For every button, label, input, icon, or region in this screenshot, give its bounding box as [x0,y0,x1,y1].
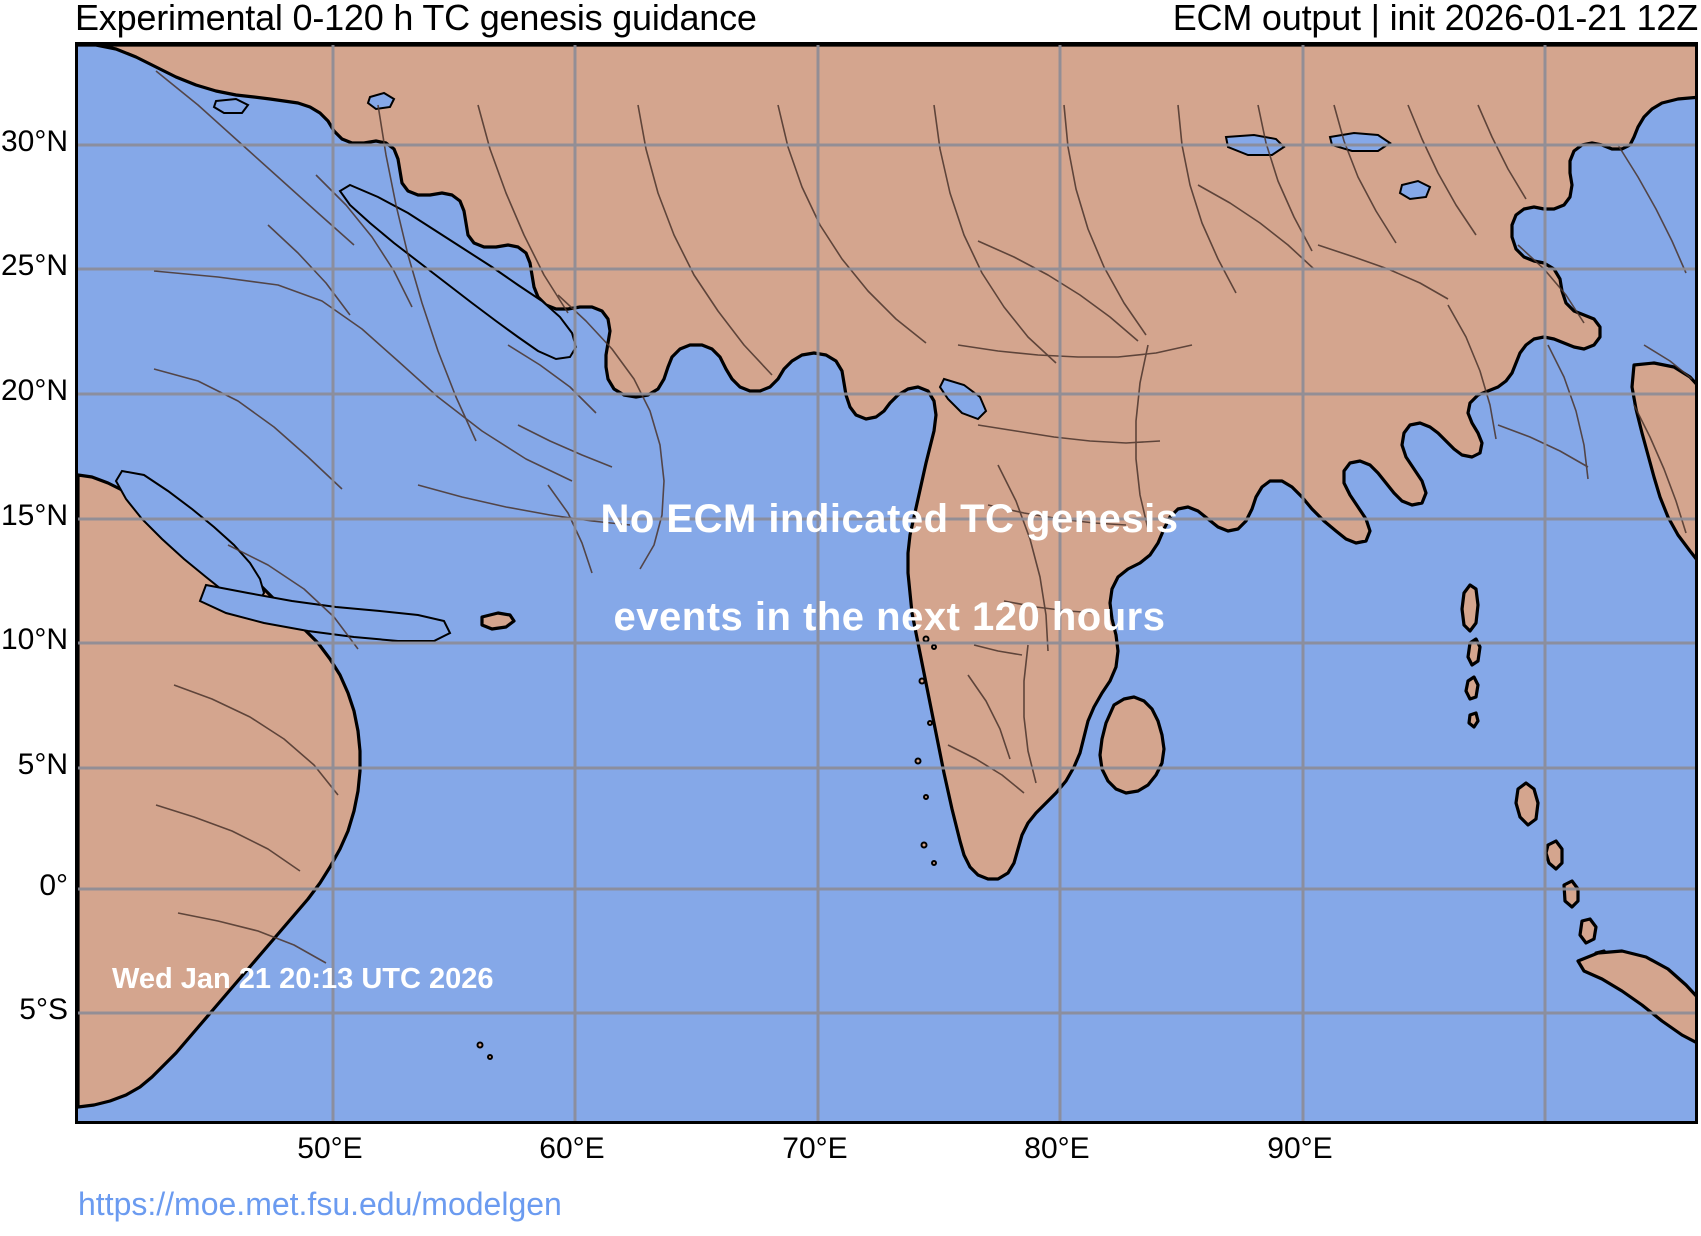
x-tick-90e: 90°E [1267,1132,1333,1165]
y-tick-10n: 10°N [0,623,68,656]
country-borders-layer [153,70,1693,964]
sumatra-northwest [1576,949,1695,1044]
land-layer [78,45,1695,1109]
map-plot-area[interactable]: No ECM indicated TC genesis events in th… [75,42,1698,1124]
persian-gulf [338,183,578,361]
gridlines-layer [78,45,1695,1121]
y-tick-20n: 20°N [0,374,68,407]
y-tick-15n: 15°N [0,499,68,532]
title-bar: Experimental 0-120 h TC genesis guidance… [0,0,1701,42]
x-tick-80e: 80°E [1024,1132,1090,1165]
y-tick-30n: 30°N [0,125,68,158]
gulf-of-khambhat [938,377,988,421]
page-title: Experimental 0-120 h TC genesis guidance [75,0,757,38]
lake-north-3 [1398,179,1432,201]
x-tick-60e: 60°E [539,1132,605,1165]
gulf-of-aden [198,583,452,642]
source-link[interactable]: https://moe.met.fsu.edu/modelgen [78,1186,562,1222]
sri-lanka [1098,695,1166,795]
x-tick-70e: 70°E [782,1132,848,1165]
lake-northwest [212,97,250,114]
map-graphic [78,45,1695,1121]
y-tick-0: 0° [39,869,68,902]
model-init-label: ECM output | init 2026-01-21 12Z [1172,0,1698,38]
x-tick-50e: 50°E [297,1132,363,1165]
lake-caspian-edge [366,91,396,111]
y-tick-25n: 25°N [0,249,68,282]
y-tick-5s: 5°S [19,993,68,1026]
socotra-island [480,611,516,631]
y-tick-5n: 5°N [17,748,68,781]
